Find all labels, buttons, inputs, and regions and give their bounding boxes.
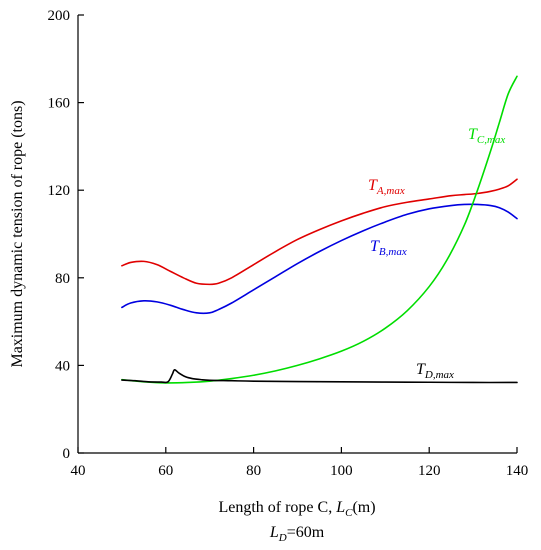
y-axis-title: Maximum dynamic tension of rope (tons) (9, 100, 26, 367)
x-tick-label: 60 (158, 463, 173, 479)
series-label-a: TA,max (368, 177, 405, 197)
series-label-d: TD,max (416, 361, 454, 381)
condition-note: LD=60m (269, 524, 325, 544)
series-line-t-d-max (121, 368, 518, 384)
y-tick-label: 0 (63, 446, 71, 462)
x-tick-label: 80 (246, 463, 261, 479)
x-tick-label: 40 (71, 463, 86, 479)
x-tick-label: 140 (506, 463, 529, 479)
x-axis-title: Length of rope C, LC(m) (218, 499, 375, 519)
series-lines (121, 75, 518, 384)
series-line-t-a-max (121, 178, 518, 286)
y-tick-label: 40 (55, 358, 70, 374)
y-ticks: 0 40 80 120 160 200 (48, 8, 84, 462)
x-tick-label: 120 (418, 463, 441, 479)
series-label-b: TB,max (370, 238, 407, 258)
series-label-c: TC,max (468, 126, 505, 146)
y-tick-label: 160 (48, 96, 71, 112)
x-tick-label: 100 (330, 463, 353, 479)
series-line-t-c-max (121, 75, 518, 384)
axes (77, 15, 517, 454)
y-tick-label: 120 (48, 183, 71, 199)
y-tick-label: 80 (55, 271, 70, 287)
x-ticks: 40 60 80 100 120 140 (71, 447, 529, 479)
series-line-t-b-max (121, 203, 518, 315)
y-tick-label: 200 (48, 8, 71, 24)
